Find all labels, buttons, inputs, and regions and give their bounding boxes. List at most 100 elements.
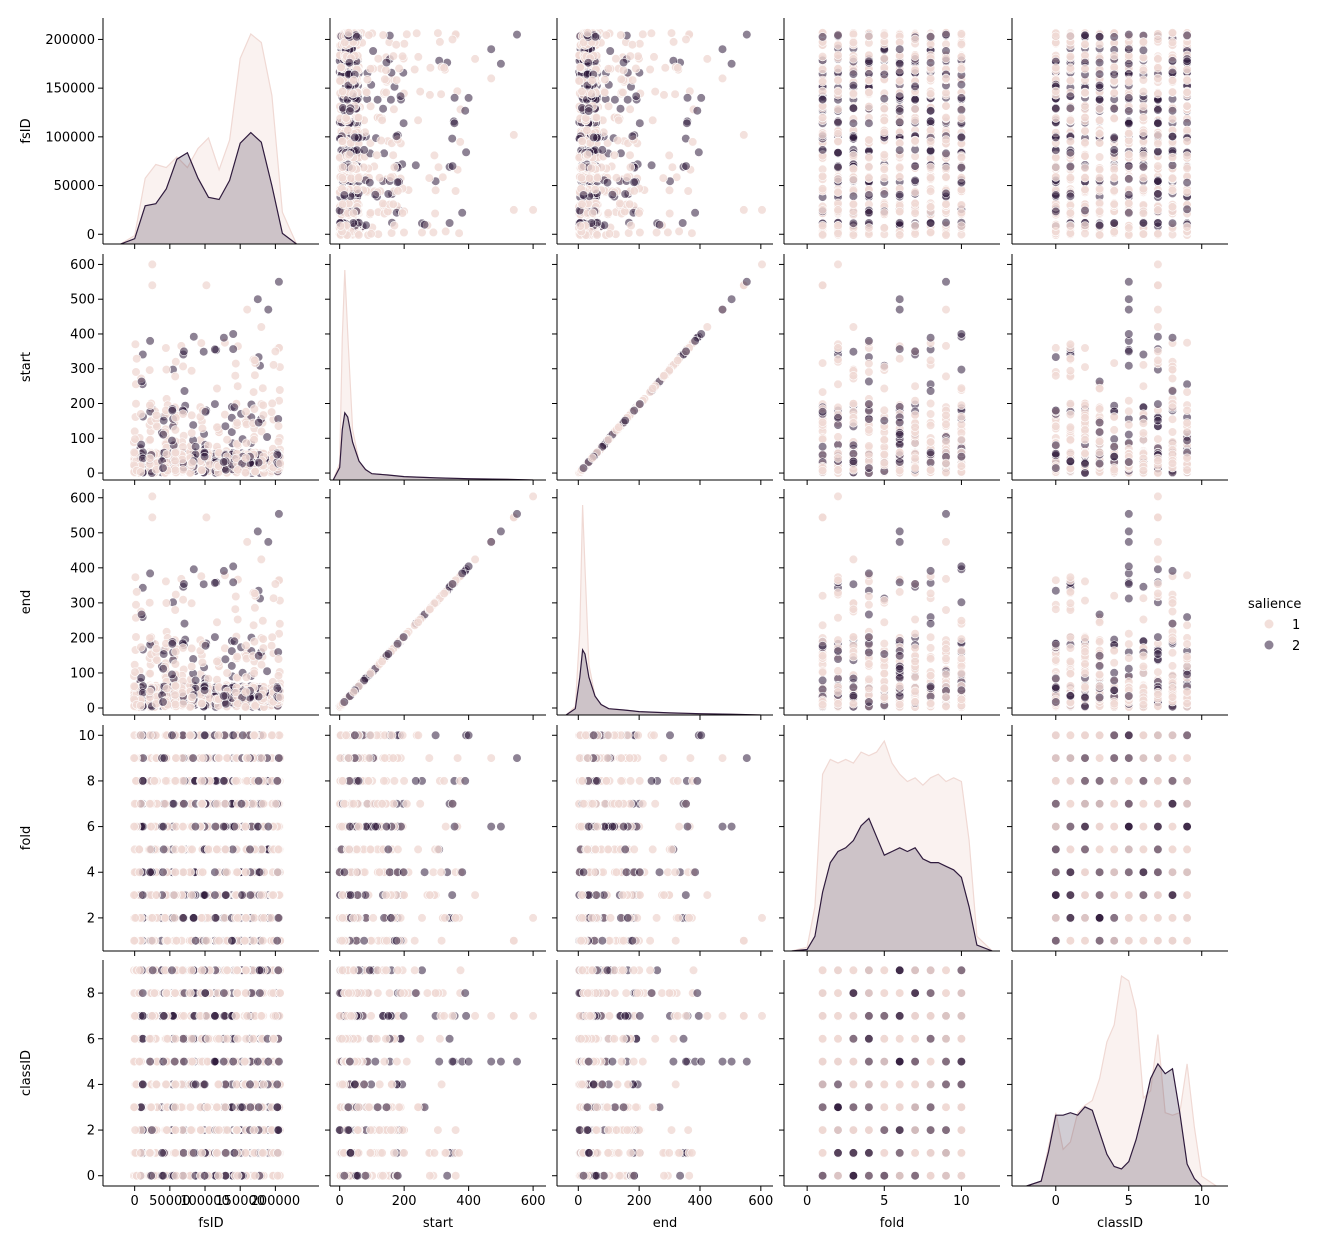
- data-point: [339, 190, 349, 200]
- data-point: [925, 186, 936, 196]
- data-point: [438, 172, 448, 182]
- data-point: [1094, 115, 1105, 125]
- plot-area: [574, 28, 767, 240]
- data-point: [941, 163, 951, 173]
- data-point: [1051, 86, 1061, 96]
- data-point: [625, 104, 635, 114]
- data-point: [1182, 64, 1192, 75]
- data-point: [254, 417, 264, 428]
- data-point: [625, 199, 635, 209]
- data-point: [170, 456, 180, 466]
- data-point: [848, 37, 859, 48]
- data-point: [833, 162, 843, 172]
- data-point: [274, 277, 284, 287]
- data-point: [1109, 164, 1119, 174]
- data-point: [864, 162, 874, 172]
- data-point: [879, 69, 889, 80]
- data-point: [696, 93, 706, 103]
- kde-salience-1-line: [332, 269, 534, 480]
- data-point: [167, 436, 177, 446]
- data-point: [399, 227, 409, 238]
- data-point: [158, 430, 168, 440]
- data-point: [1109, 88, 1119, 98]
- data-point: [833, 104, 843, 114]
- data-point: [425, 90, 435, 100]
- data-point: [1051, 113, 1061, 123]
- data-point: [145, 365, 155, 375]
- data-point: [1138, 37, 1148, 47]
- data-point: [158, 463, 168, 473]
- data-point: [833, 187, 843, 197]
- data-point: [601, 30, 611, 40]
- data-point: [1094, 152, 1105, 162]
- data-point: [616, 74, 626, 84]
- data-point: [925, 58, 936, 68]
- data-point: [433, 28, 443, 38]
- data-point: [956, 79, 967, 90]
- y-tick-label: 50000: [54, 179, 95, 194]
- data-point: [343, 125, 353, 135]
- data-point: [864, 31, 874, 41]
- data-point: [615, 198, 625, 209]
- data-point: [626, 221, 636, 231]
- data-point: [1109, 227, 1119, 237]
- data-point: [1080, 185, 1090, 195]
- data-point: [833, 221, 843, 231]
- data-point: [1109, 132, 1119, 142]
- data-point: [910, 81, 920, 91]
- data-point: [1051, 132, 1061, 142]
- data-point: [817, 51, 828, 62]
- data-point: [864, 118, 874, 128]
- data-point: [910, 104, 920, 114]
- data-point: [362, 87, 372, 97]
- data-point: [574, 76, 584, 86]
- data-point: [273, 436, 284, 447]
- data-point: [391, 131, 402, 141]
- data-point: [739, 130, 749, 140]
- data-point: [895, 162, 905, 172]
- data-point: [352, 32, 362, 42]
- data-point: [649, 52, 659, 62]
- data-point: [410, 64, 420, 75]
- data-point: [398, 51, 408, 61]
- data-point: [690, 208, 700, 218]
- data-point: [577, 136, 587, 146]
- data-point: [925, 32, 936, 42]
- data-point: [393, 186, 403, 196]
- data-point: [663, 227, 673, 237]
- data-point: [1182, 87, 1192, 97]
- data-point: [817, 94, 828, 105]
- data-point: [447, 161, 458, 171]
- data-point: [336, 221, 346, 231]
- data-point: [1138, 75, 1148, 85]
- data-point: [1051, 221, 1061, 231]
- data-point: [1167, 106, 1178, 116]
- data-point: [258, 400, 268, 410]
- data-point: [879, 115, 889, 125]
- data-point: [267, 407, 277, 417]
- data-point: [250, 370, 260, 380]
- data-point: [833, 136, 843, 147]
- data-point: [633, 51, 643, 61]
- data-point: [879, 189, 889, 199]
- data-point: [1153, 146, 1163, 157]
- data-point: [269, 360, 279, 370]
- data-point: [864, 190, 874, 200]
- data-point: [345, 106, 355, 116]
- data-point: [365, 208, 376, 218]
- data-point: [956, 163, 967, 173]
- data-point: [1167, 152, 1178, 163]
- data-point: [910, 175, 920, 186]
- data-point: [370, 190, 380, 200]
- data-point: [378, 198, 388, 209]
- data-point: [864, 208, 874, 218]
- data-point: [373, 95, 383, 105]
- data-point: [1065, 191, 1075, 201]
- panel-start-vs-start: [325, 254, 546, 485]
- data-point: [197, 423, 207, 434]
- data-point: [664, 150, 674, 160]
- data-point: [512, 29, 522, 40]
- data-point: [365, 178, 375, 188]
- data-point: [1109, 32, 1119, 42]
- data-point: [956, 105, 967, 115]
